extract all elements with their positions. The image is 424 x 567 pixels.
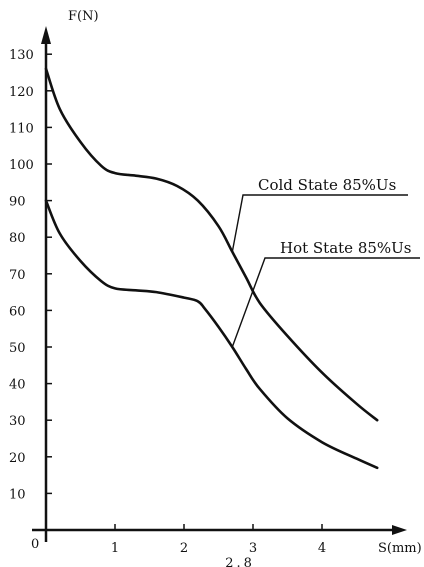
curves <box>44 67 379 470</box>
annotation-leader <box>231 257 420 348</box>
y-tick-label: 20 <box>9 451 26 466</box>
x-tick-label: 4 <box>318 541 326 556</box>
annotations: Cold State 85%Us Hot State 85%Us <box>231 176 420 348</box>
y-axis-arrow <box>41 26 51 44</box>
cold-state-label: Cold State 85%Us <box>258 176 396 194</box>
y-tick-label: 100 <box>9 158 34 173</box>
x-tick-label-2-8: 2.8 <box>225 556 255 567</box>
hot-state-label: Hot State 85%Us <box>280 239 412 257</box>
y-tick-label: 10 <box>9 487 26 502</box>
y-tick-label: 70 <box>9 268 26 283</box>
axes <box>32 26 407 542</box>
x-ticks: 1 2 3 4 <box>111 524 326 556</box>
y-tick-label: 120 <box>9 85 34 100</box>
y-tick-label: 130 <box>9 48 34 63</box>
y-tick-label: 80 <box>9 231 26 246</box>
hot-state-curve <box>44 199 379 470</box>
y-tick-label: 90 <box>9 195 26 210</box>
origin-label: 0 <box>31 537 39 552</box>
y-tick-label: 110 <box>9 121 34 136</box>
y-tick-label: 30 <box>9 414 26 429</box>
y-tick-label: 60 <box>9 304 26 319</box>
y-tick-label: 40 <box>9 378 26 393</box>
y-ticks: 10 20 30 40 50 60 70 80 90 100 110 120 130 <box>9 48 52 502</box>
x-axis-arrow <box>392 525 407 535</box>
x-tick-label: 2 <box>180 541 188 556</box>
y-tick-label: 50 <box>9 341 26 356</box>
x-tick-label: 3 <box>249 541 257 556</box>
annotation-leader <box>231 194 408 252</box>
x-axis-label: S(mm) <box>378 541 422 556</box>
y-axis-label: F(N) <box>68 9 99 24</box>
x-tick-label: 1 <box>111 541 119 556</box>
cold-state-curve <box>44 67 379 422</box>
